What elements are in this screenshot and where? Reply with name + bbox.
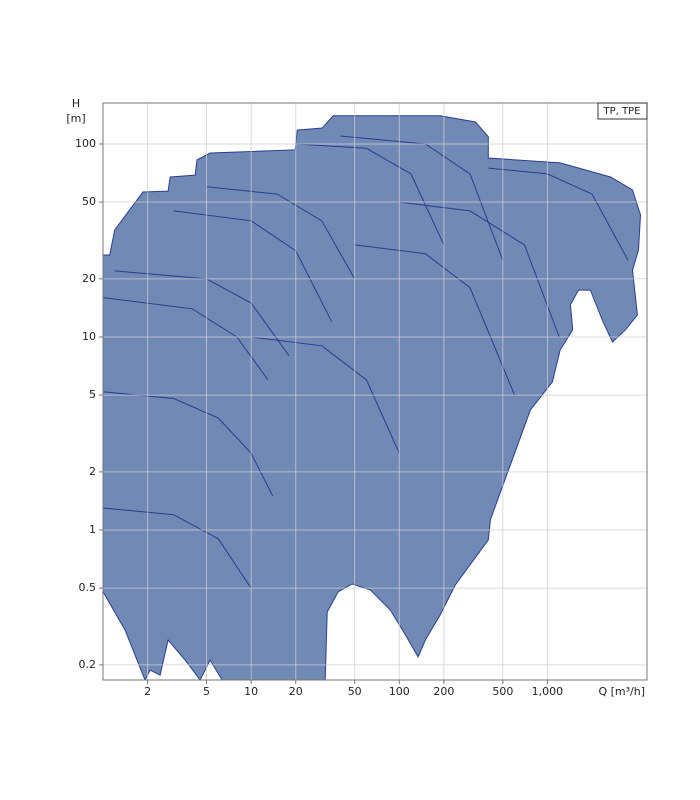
y-axis-unit: [m] xyxy=(66,112,85,125)
y-tick-label: 1 xyxy=(89,523,96,536)
y-tick-label: 2 xyxy=(89,465,96,478)
plot-frame xyxy=(102,102,648,681)
plot-layer xyxy=(103,103,647,680)
y-tick-label: 100 xyxy=(75,137,96,150)
x-tick-label: 1,000 xyxy=(532,685,564,698)
pump-curve xyxy=(103,507,252,589)
pump-curve xyxy=(399,201,560,338)
pump-curve xyxy=(251,336,400,454)
pump-curve xyxy=(173,210,333,322)
pump-curve xyxy=(114,270,290,356)
x-tick-label: 50 xyxy=(348,685,362,698)
x-axis-label: Q [m³/h] xyxy=(598,685,645,698)
pump-curve xyxy=(340,135,504,261)
y-axis-label: H xyxy=(72,97,80,110)
x-tick-label: 500 xyxy=(492,685,513,698)
x-tick-label: 20 xyxy=(289,685,303,698)
pump-curve xyxy=(206,186,356,280)
pump-curve xyxy=(354,244,516,396)
x-tick-label: 100 xyxy=(389,685,410,698)
x-tick-label: 10 xyxy=(244,685,258,698)
pump-curve xyxy=(295,143,445,246)
x-tick-label: 200 xyxy=(433,685,454,698)
pump-curve xyxy=(488,167,629,261)
pump-curve xyxy=(103,391,274,497)
y-tick-label: 10 xyxy=(82,330,96,343)
y-tick-label: 20 xyxy=(82,272,96,285)
badge: TP, TPE xyxy=(603,106,641,117)
y-tick-label: 5 xyxy=(89,388,96,401)
y-tick-label: 0.2 xyxy=(79,658,97,671)
y-tick-label: 0.5 xyxy=(79,581,97,594)
x-tick-label: 2 xyxy=(144,685,151,698)
y-tick-label: 50 xyxy=(82,195,96,208)
x-tick-label: 5 xyxy=(203,685,210,698)
badge-box xyxy=(597,102,648,120)
